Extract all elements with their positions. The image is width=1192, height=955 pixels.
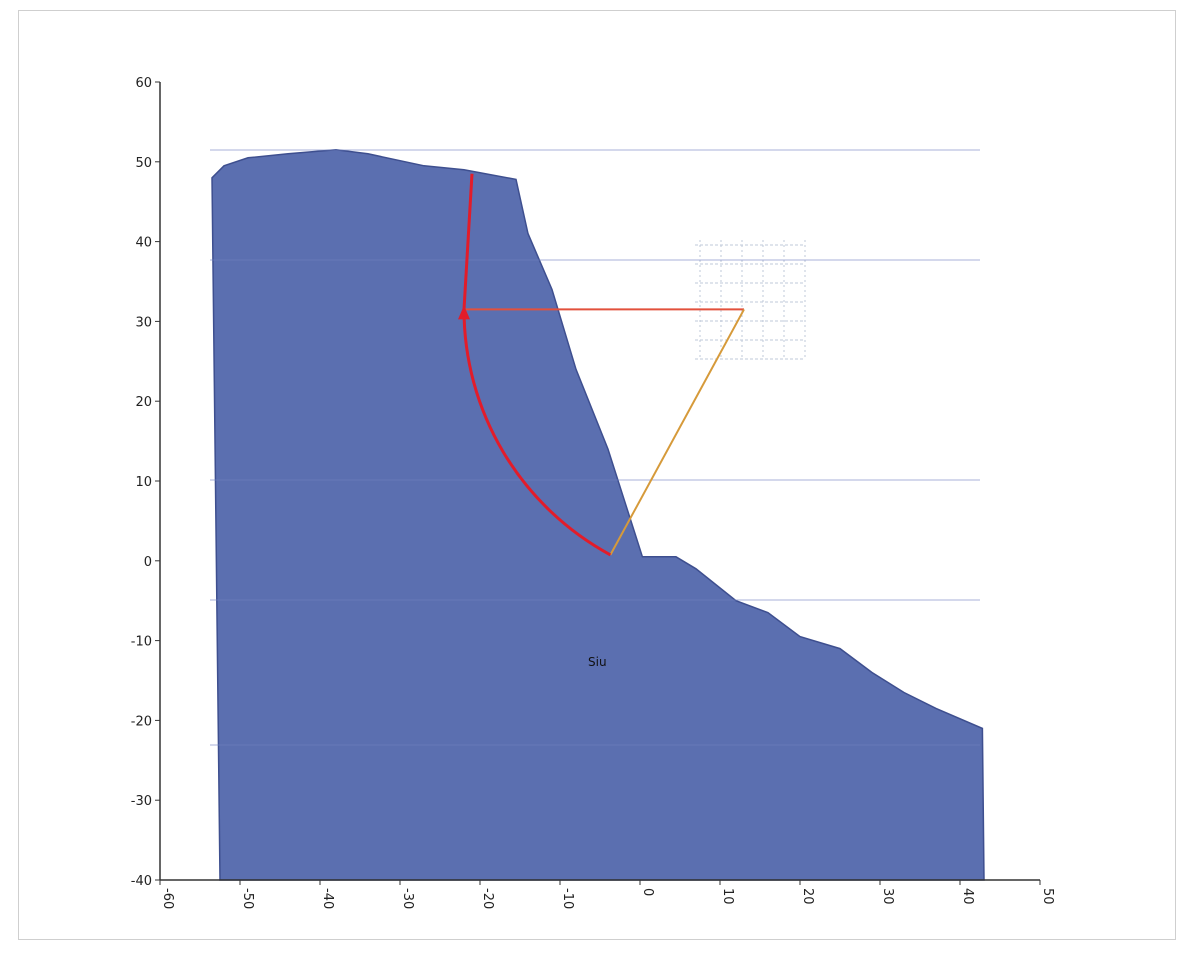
soil-region: [210, 149, 985, 881]
y-tick-label: -10: [131, 635, 152, 650]
y-tick-label: -20: [131, 714, 152, 729]
grid-mesh: [695, 240, 806, 360]
x-tick-label: -10: [560, 888, 575, 909]
tension-crack-line: [462, 173, 474, 310]
soil-polygon: [211, 149, 985, 881]
x-tick-label: 50: [1040, 888, 1055, 905]
x-tick-label: 10: [720, 888, 735, 905]
slip-surface-group: [458, 173, 745, 557]
x-tick-label: -40: [320, 888, 335, 909]
x-tick-label: -20: [480, 888, 495, 909]
y-tick-label: 20: [135, 395, 152, 410]
region-label: Siu: [588, 655, 607, 669]
y-tick-label: 40: [135, 236, 152, 251]
slip-surface-arc: [462, 309, 612, 557]
y-tick-label: 0: [144, 555, 152, 570]
x-tick-label: 30: [880, 888, 895, 905]
y-tick-label: -40: [131, 874, 152, 889]
x-tick-label: 40: [960, 888, 975, 905]
x-tick-label: 20: [800, 888, 815, 905]
radius-line-toe: [609, 308, 745, 556]
slip-arrow-head: [458, 305, 470, 320]
axes: 60 50 40 30 20 10 0 -10 -20 -30 -40 -60 -50 -40 -30 -20…: [131, 76, 1055, 909]
x-tick-label: -30: [400, 888, 415, 909]
y-tick-label: 60: [135, 76, 152, 91]
x-tick-label: -60: [160, 888, 175, 909]
x-tick-label: 0: [640, 888, 655, 896]
y-tick-label: 10: [135, 475, 152, 490]
y-tick-label: 50: [135, 156, 152, 171]
y-tick-label: 30: [135, 315, 152, 330]
x-tick-label: -50: [240, 888, 255, 909]
y-tick-label: -30: [131, 794, 152, 809]
